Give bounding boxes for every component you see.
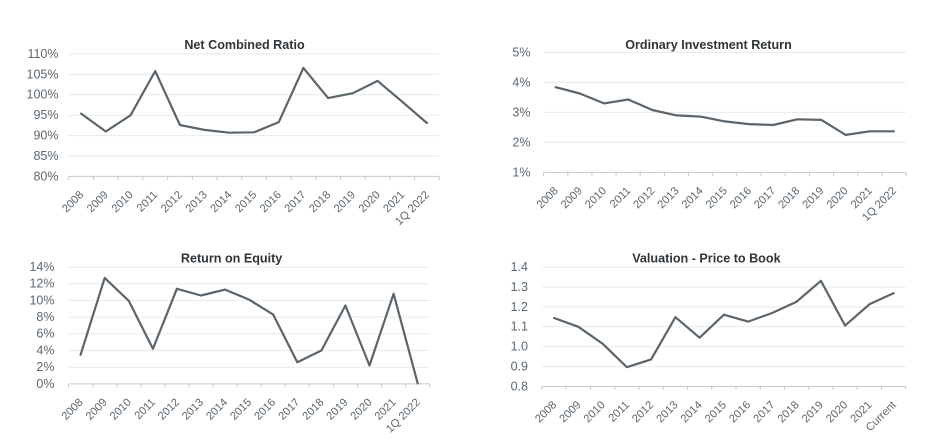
svg-text:80%: 80% <box>33 169 58 183</box>
svg-text:0%: 0% <box>36 377 54 391</box>
svg-text:1%: 1% <box>512 165 530 179</box>
svg-text:110%: 110% <box>27 47 58 61</box>
svg-text:Valuation - Price to Book: Valuation - Price to Book <box>632 252 781 266</box>
svg-text:10%: 10% <box>29 293 54 307</box>
svg-text:1.3: 1.3 <box>511 280 528 294</box>
svg-text:95%: 95% <box>33 108 58 122</box>
svg-text:0.8: 0.8 <box>511 379 528 393</box>
svg-text:105%: 105% <box>27 67 59 81</box>
svg-text:2%: 2% <box>36 360 54 374</box>
svg-text:Ordinary Investment Return: Ordinary Investment Return <box>625 38 792 52</box>
svg-text:5%: 5% <box>512 45 530 59</box>
svg-text:2%: 2% <box>512 135 530 149</box>
svg-text:Return on Equity: Return on Equity <box>181 252 282 266</box>
svg-text:85%: 85% <box>33 149 58 163</box>
svg-text:14%: 14% <box>29 260 54 274</box>
svg-text:1.4: 1.4 <box>511 260 528 274</box>
svg-text:100%: 100% <box>27 88 59 102</box>
svg-text:1.0: 1.0 <box>511 340 528 354</box>
svg-text:4%: 4% <box>36 343 54 357</box>
svg-text:Net Combined Ratio: Net Combined Ratio <box>184 38 305 52</box>
svg-text:1.2: 1.2 <box>511 300 528 314</box>
svg-text:4%: 4% <box>512 75 530 89</box>
svg-text:12%: 12% <box>29 277 54 291</box>
svg-text:1.1: 1.1 <box>511 320 528 334</box>
svg-text:3%: 3% <box>512 105 530 119</box>
svg-text:6%: 6% <box>36 327 54 341</box>
svg-text:90%: 90% <box>33 129 58 143</box>
svg-text:0.9: 0.9 <box>511 360 528 374</box>
svg-text:8%: 8% <box>36 310 54 324</box>
